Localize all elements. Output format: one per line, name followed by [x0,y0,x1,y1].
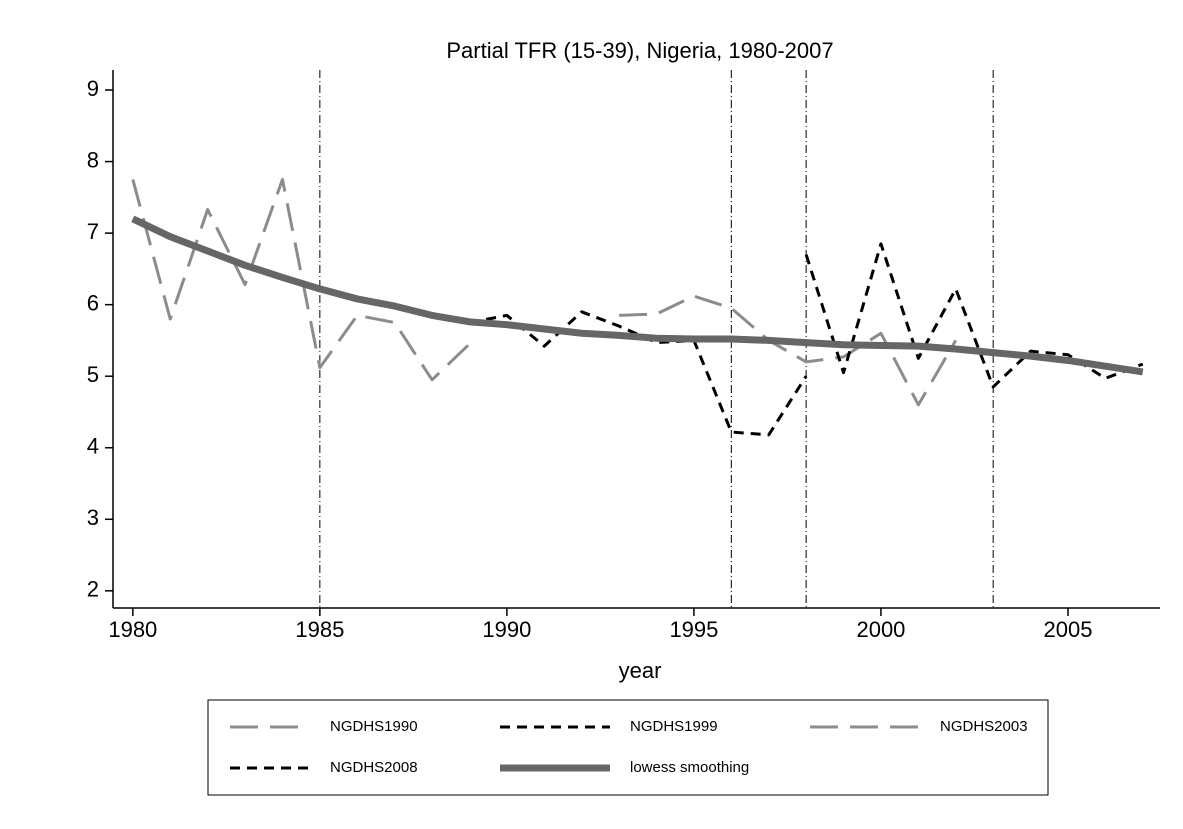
chart-title: Partial TFR (15-39), Nigeria, 1980-2007 [446,38,833,63]
y-tick-label: 4 [87,434,99,459]
series-line [619,294,958,407]
x-tick-label: 2005 [1044,617,1093,642]
series-line [131,177,471,382]
series-line [131,215,1144,376]
x-tick-label: 1995 [669,617,718,642]
y-tick-label: 9 [87,76,99,101]
legend-label: NGDHS2008 [330,759,418,776]
legend-label: NGDHS1999 [630,718,718,735]
legend-label: NGDHS1990 [330,718,418,735]
x-axis-label: year [619,658,662,683]
y-tick-label: 8 [87,147,99,172]
x-tick-label: 1980 [108,617,157,642]
y-tick-label: 2 [87,577,99,602]
legend-label: lowess smoothing [630,759,749,776]
y-tick-label: 3 [87,505,99,530]
x-tick-label: 1990 [482,617,531,642]
legend-label: NGDHS2003 [940,718,1028,735]
series-line [804,242,1144,389]
y-tick-label: 5 [87,362,99,387]
x-tick-label: 1985 [295,617,344,642]
x-tick-label: 2000 [856,617,905,642]
y-tick-label: 7 [87,219,99,244]
y-tick-label: 6 [87,290,99,315]
series-line [469,310,808,437]
legend-box [207,699,1049,796]
